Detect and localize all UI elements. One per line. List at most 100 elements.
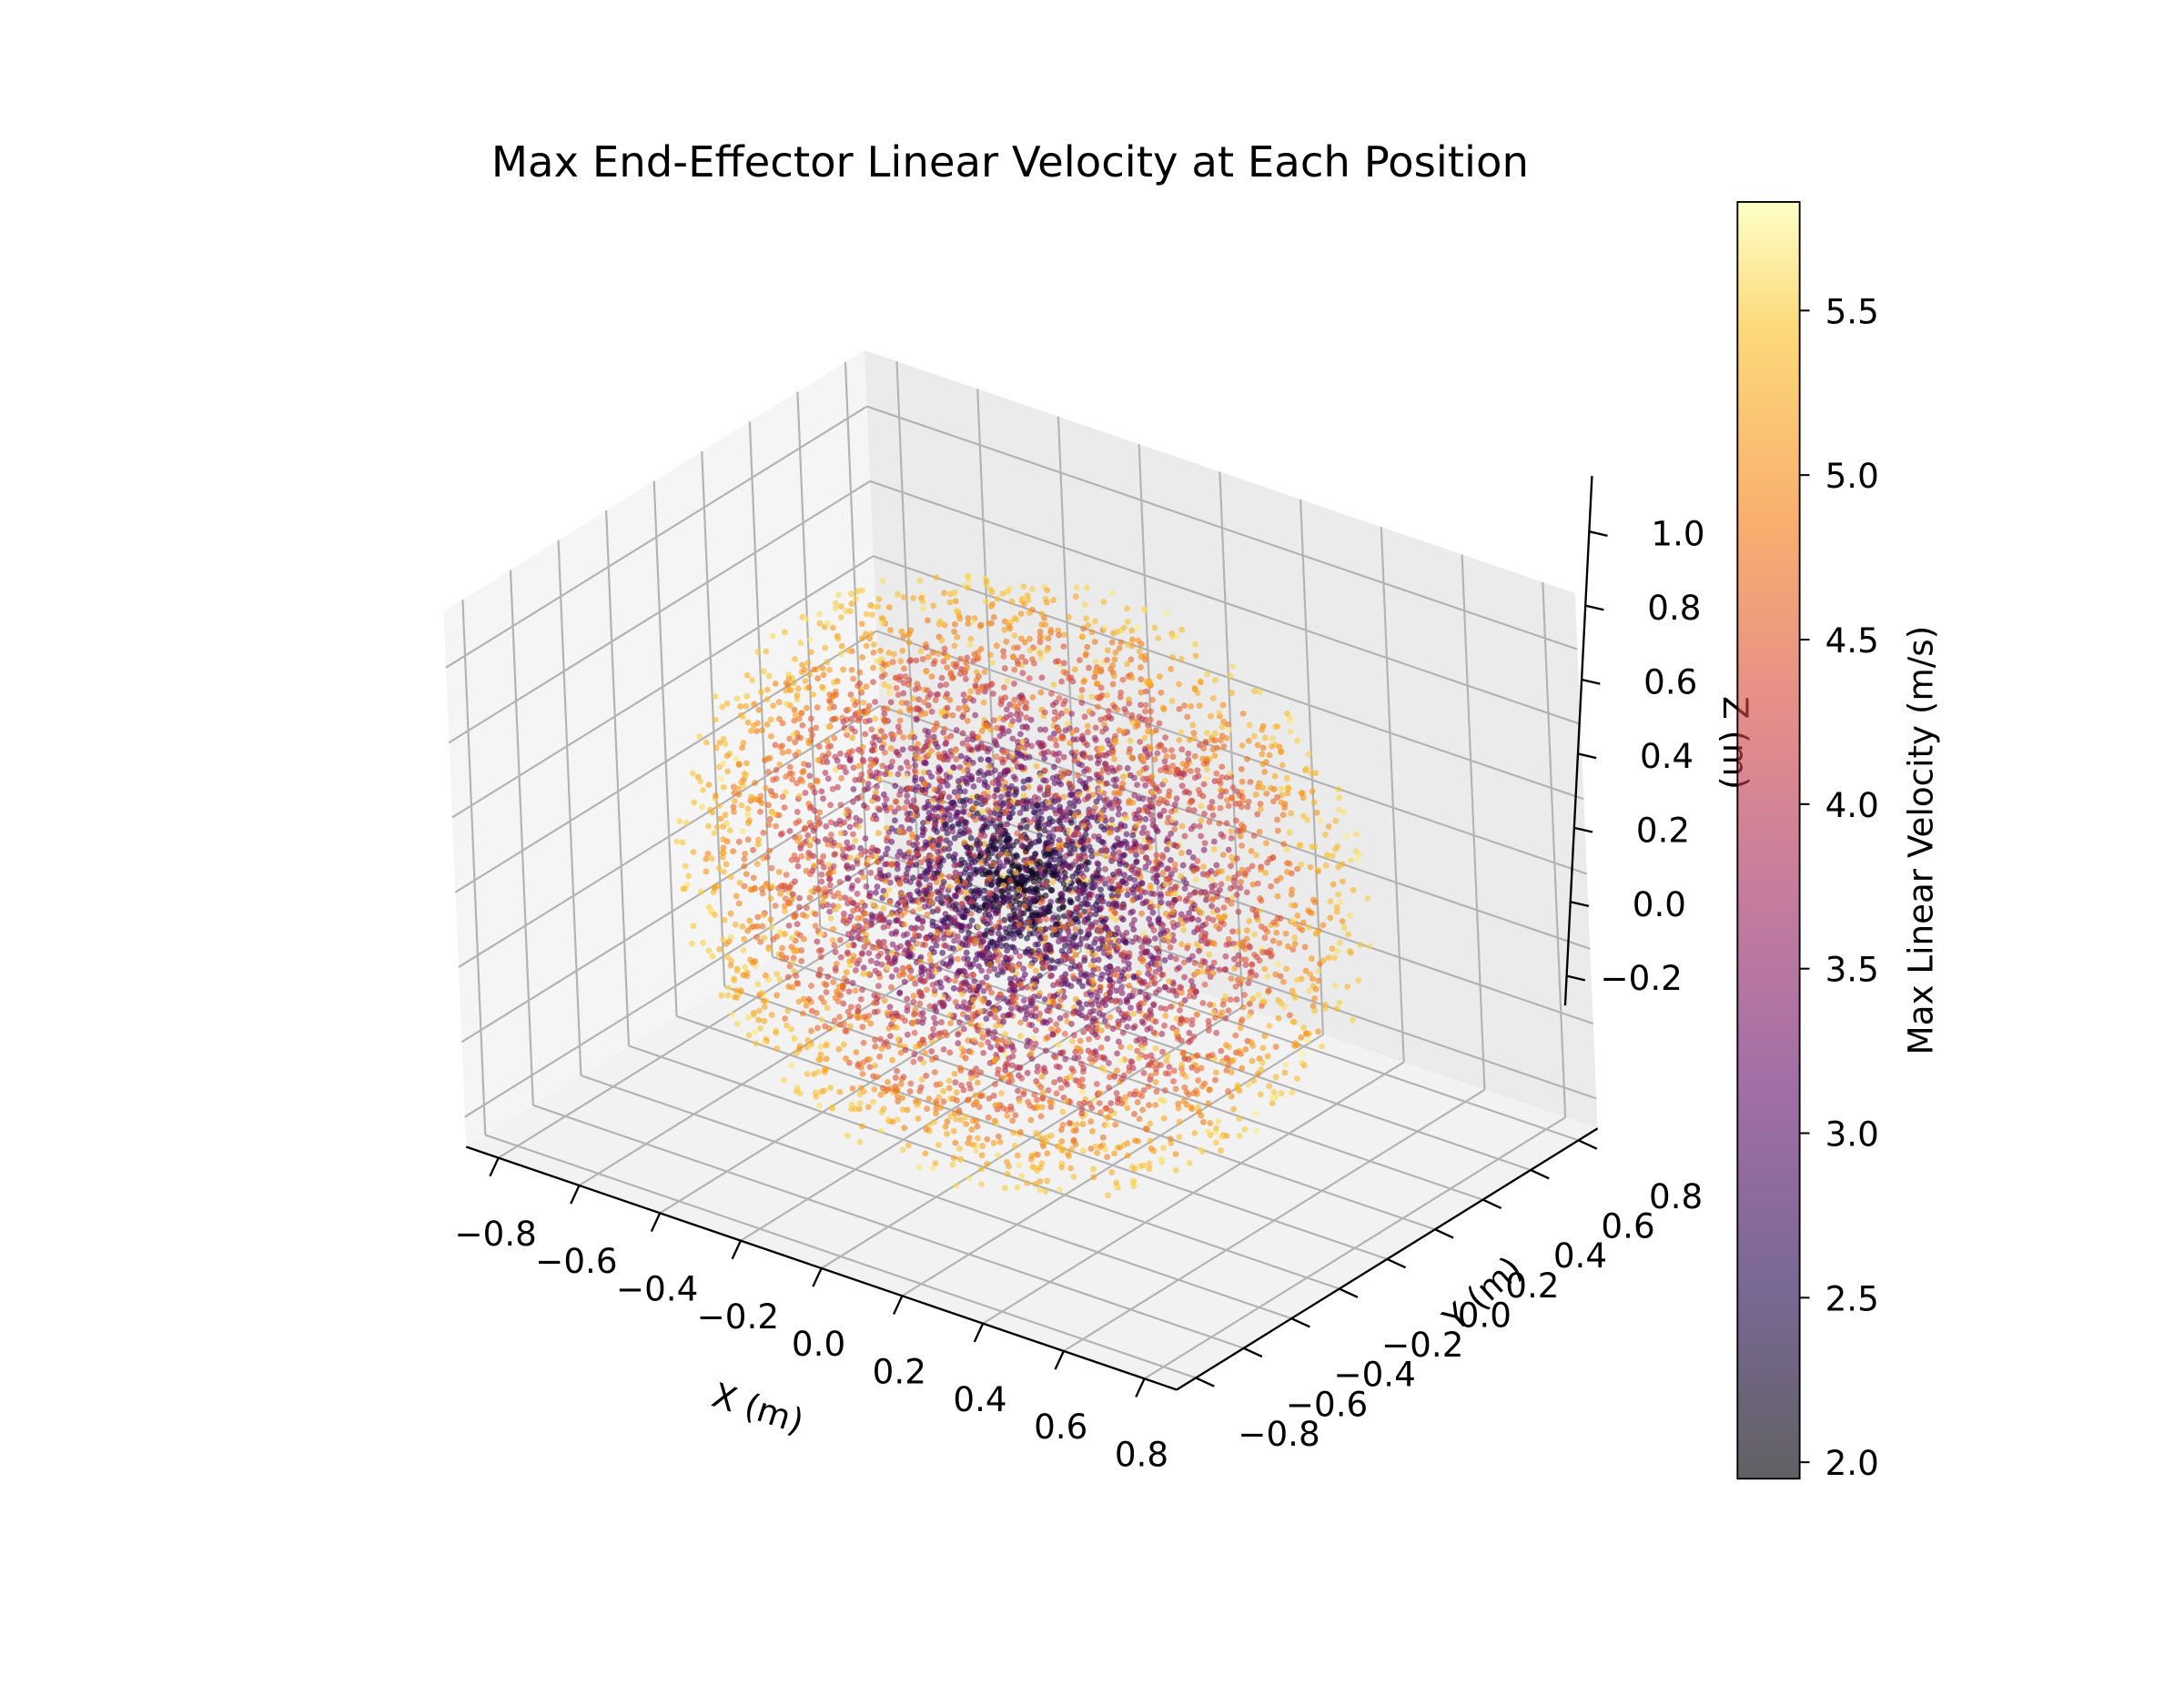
- data-point: [1220, 904, 1228, 911]
- data-point: [1128, 1059, 1136, 1066]
- data-point: [950, 903, 957, 910]
- data-point: [971, 858, 978, 865]
- data-point: [1178, 1037, 1185, 1044]
- data-point: [1205, 1027, 1212, 1034]
- data-point: [991, 965, 998, 973]
- data-point: [850, 798, 856, 805]
- data-point: [1210, 959, 1218, 966]
- data-point: [794, 921, 801, 928]
- data-point: [1121, 728, 1127, 735]
- data-point: [975, 770, 982, 776]
- data-point: [1294, 737, 1300, 744]
- data-point: [1191, 752, 1198, 760]
- data-point: [1112, 782, 1119, 790]
- data-point: [1256, 688, 1263, 695]
- data-point: [1114, 965, 1121, 973]
- data-point: [1112, 649, 1119, 656]
- y-tick: [1530, 1168, 1550, 1180]
- data-point: [886, 1033, 894, 1040]
- data-point: [1028, 913, 1036, 921]
- data-point: [850, 953, 857, 960]
- data-point: [919, 656, 926, 662]
- axis-lines: [465, 476, 1608, 1397]
- data-point: [719, 703, 726, 711]
- data-point: [1017, 824, 1024, 832]
- data-point: [960, 1086, 967, 1094]
- data-point: [807, 726, 814, 733]
- data-point: [689, 770, 696, 777]
- data-point: [1357, 942, 1364, 949]
- data-point: [1107, 1100, 1115, 1106]
- data-point: [1106, 1085, 1112, 1091]
- data-point: [1142, 782, 1149, 789]
- data-point: [1301, 943, 1309, 951]
- data-point: [1209, 812, 1217, 819]
- data-point: [885, 919, 893, 926]
- data-point: [1018, 873, 1026, 880]
- data-point: [1192, 652, 1199, 660]
- data-point: [1269, 735, 1276, 742]
- data-point: [974, 744, 981, 751]
- data-point: [1106, 713, 1113, 720]
- data-point: [1050, 681, 1057, 688]
- data-point: [956, 1145, 963, 1152]
- data-point: [1151, 935, 1158, 942]
- data-point: [1152, 968, 1159, 975]
- data-point: [1066, 613, 1073, 620]
- data-point: [1305, 923, 1312, 931]
- data-point: [1267, 947, 1274, 954]
- data-point: [1176, 705, 1183, 712]
- data-point: [716, 739, 723, 746]
- data-point: [945, 976, 952, 984]
- data-point: [1028, 909, 1036, 916]
- data-point: [1298, 1034, 1305, 1041]
- data-point: [723, 838, 731, 845]
- data-point: [910, 594, 916, 601]
- data-point: [1126, 749, 1133, 756]
- data-point: [829, 624, 836, 631]
- data-point: [1268, 784, 1274, 792]
- data-point: [1162, 1005, 1169, 1013]
- data-point: [835, 842, 843, 849]
- data-point: [999, 759, 1006, 766]
- data-point: [1163, 610, 1170, 617]
- data-point: [840, 910, 847, 917]
- data-point: [950, 945, 957, 952]
- data-point: [989, 837, 996, 844]
- data-point: [1001, 665, 1008, 671]
- data-point: [1120, 624, 1127, 631]
- data-point: [1115, 811, 1122, 818]
- data-point: [1247, 969, 1254, 976]
- data-point: [1046, 821, 1053, 828]
- data-point: [896, 907, 904, 914]
- data-point: [1058, 947, 1066, 954]
- data-point: [940, 1087, 947, 1095]
- data-point: [1076, 761, 1082, 767]
- data-point: [812, 923, 819, 930]
- data-point: [1107, 884, 1114, 892]
- data-point: [1124, 641, 1131, 649]
- data-point: [1242, 962, 1249, 968]
- data-point: [862, 718, 869, 725]
- data-point: [786, 963, 794, 970]
- data-point: [1258, 1066, 1265, 1073]
- data-point: [1216, 966, 1223, 974]
- data-point: [1023, 704, 1030, 711]
- data-point: [1110, 767, 1117, 774]
- data-point: [1299, 919, 1307, 926]
- data-point: [1150, 927, 1158, 933]
- data-point: [1264, 859, 1270, 866]
- data-point: [774, 933, 781, 940]
- data-point: [938, 1019, 945, 1025]
- data-point: [1037, 689, 1045, 696]
- data-point: [1191, 774, 1198, 782]
- data-point: [925, 1095, 933, 1103]
- data-point: [1078, 1105, 1086, 1113]
- data-point: [1062, 885, 1069, 893]
- data-point: [1034, 1063, 1041, 1070]
- data-point: [723, 752, 731, 760]
- data-point: [1049, 701, 1057, 709]
- data-point: [1042, 621, 1049, 628]
- data-point: [1129, 863, 1137, 870]
- data-point: [1138, 701, 1144, 709]
